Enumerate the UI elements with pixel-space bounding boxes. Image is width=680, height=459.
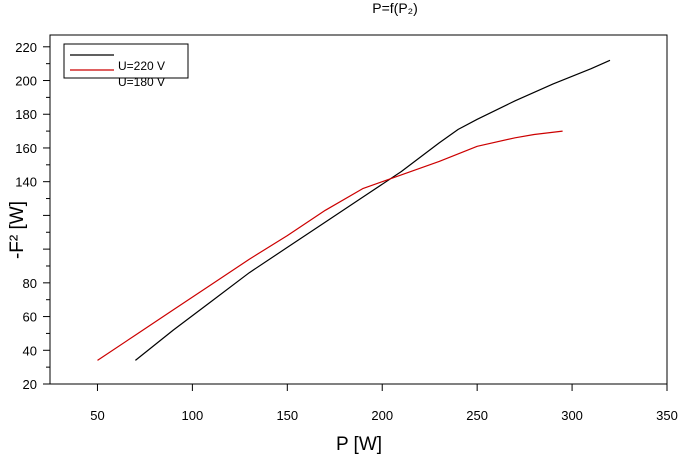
legend-label-u220: U=220 V <box>118 59 165 73</box>
y-tick-label: 80 <box>23 276 37 291</box>
y-tick-label: 180 <box>15 107 37 122</box>
y-tick-label: 200 <box>15 74 37 89</box>
x-axis-title: P [W] <box>336 434 382 455</box>
x-tick-label: 50 <box>90 408 104 423</box>
y-axis-title: -F² [W] <box>7 201 28 259</box>
y-tick-label: 220 <box>15 40 37 55</box>
y-tick-label: 160 <box>15 141 37 156</box>
legend-box <box>63 43 189 79</box>
y-tick-label: 40 <box>23 343 37 358</box>
x-tick-label: 350 <box>656 408 678 423</box>
chart-title: P=f(P₂) <box>372 0 418 16</box>
series-line-u-220-v <box>135 59 611 361</box>
series-layer <box>97 59 611 361</box>
plot-frame <box>49 34 668 385</box>
x-tick-label: 150 <box>276 408 298 423</box>
x-tick-label: 300 <box>561 408 583 423</box>
y-tick-label: 140 <box>15 175 37 190</box>
legend-label-u180: U=180 V <box>118 75 165 89</box>
x-tick-label: 250 <box>466 408 488 423</box>
axis-ticks: 50 100 150 200 250 300 350 20 40 60 80 140 160 180 20… <box>15 40 678 423</box>
series-line-u-180-v <box>97 130 563 361</box>
y-tick-label: 20 <box>23 377 37 392</box>
x-tick-label: 100 <box>182 408 204 423</box>
y-tick-label: 60 <box>23 310 37 325</box>
x-tick-label: 200 <box>371 408 393 423</box>
legend: U=220 V U=180 V <box>63 43 189 89</box>
